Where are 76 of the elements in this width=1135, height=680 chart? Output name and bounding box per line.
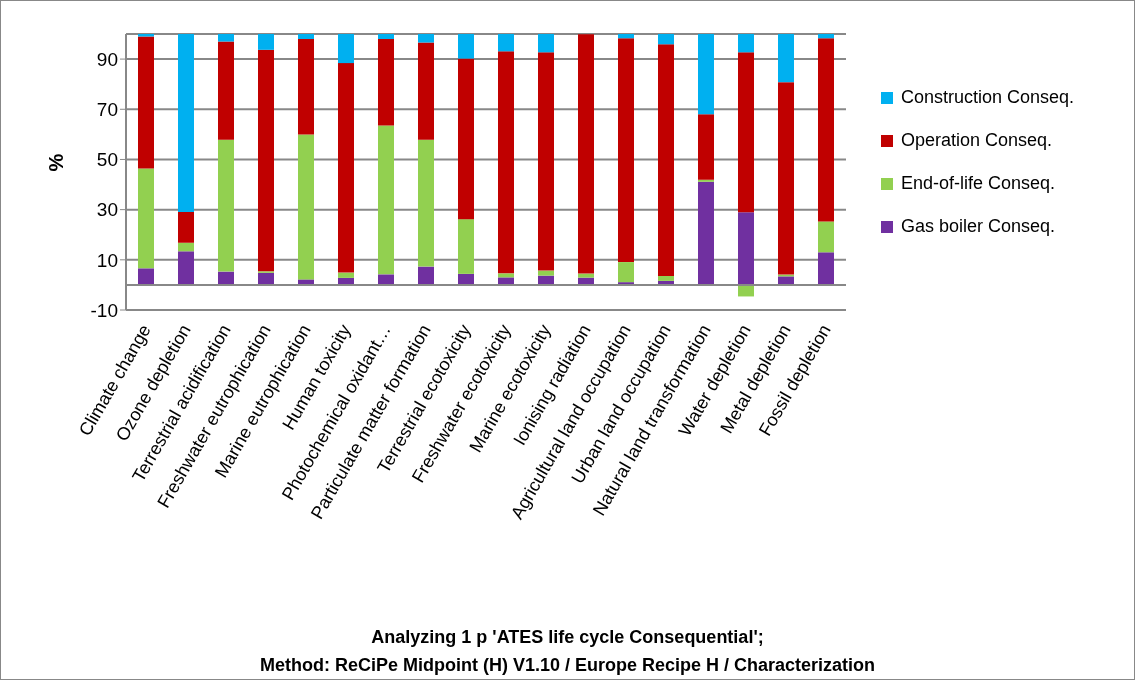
y-tick-label: 70	[96, 99, 118, 121]
bar	[698, 34, 714, 115]
y-axis-title: %	[44, 152, 68, 174]
bar	[378, 274, 394, 285]
bar	[178, 251, 194, 285]
bar	[738, 212, 754, 285]
legend-label: Gas boiler Conseq.	[901, 216, 1056, 237]
bar	[458, 58, 474, 220]
bar	[218, 139, 234, 272]
bar	[378, 34, 394, 40]
bar	[298, 39, 314, 135]
bar	[578, 34, 594, 274]
bar	[658, 34, 674, 45]
bar	[338, 63, 354, 273]
bar	[138, 34, 154, 37]
bar	[258, 34, 274, 50]
bar	[418, 42, 434, 140]
bar	[418, 34, 434, 43]
bar	[538, 34, 554, 53]
bar	[218, 34, 234, 42]
bar	[258, 272, 274, 285]
bar	[178, 34, 194, 212]
bar	[618, 34, 634, 39]
bar	[738, 34, 754, 53]
text: Analyzing 1 p 'ATES life cycle Consequential';	[370, 626, 765, 649]
bar	[658, 44, 674, 276]
bar	[818, 252, 834, 285]
bar	[178, 242, 194, 252]
legend-label: Construction Conseq.	[901, 87, 1075, 108]
bar	[378, 39, 394, 126]
bar	[458, 273, 474, 285]
bar	[458, 219, 474, 274]
bar	[698, 181, 714, 285]
y-tick-label: 10	[96, 249, 118, 271]
bar	[778, 34, 794, 83]
bar	[178, 211, 194, 243]
bar	[218, 41, 234, 140]
y-tick-label: 90	[96, 48, 118, 70]
bar	[698, 179, 714, 182]
bar	[658, 275, 674, 281]
bar	[338, 34, 354, 64]
bar	[498, 277, 514, 285]
bar	[338, 272, 354, 278]
bar	[578, 273, 594, 278]
bar	[498, 51, 514, 274]
bar	[458, 34, 474, 59]
bar	[818, 38, 834, 222]
bar	[818, 34, 834, 39]
bar	[138, 36, 154, 169]
bar	[698, 114, 714, 180]
bar	[418, 139, 434, 267]
bar	[258, 49, 274, 272]
bar	[298, 279, 314, 285]
bar	[498, 273, 514, 278]
text: Method: ReCiPe Midpoint (H) V1.10 / Europe Recipe H / Characterization	[258, 654, 877, 677]
bar	[298, 134, 314, 280]
bar	[538, 270, 554, 276]
y-tick-label: 50	[96, 149, 118, 171]
bar	[738, 52, 754, 213]
bar	[618, 262, 634, 283]
bar	[778, 276, 794, 285]
legend-label: Operation Conseq.	[901, 130, 1053, 151]
y-tick-label: -10	[90, 299, 118, 321]
legend-label: End-of-life Conseq.	[901, 173, 1056, 194]
bar	[618, 38, 634, 263]
bar	[538, 52, 554, 271]
bar	[138, 268, 154, 285]
bar	[818, 221, 834, 253]
bar	[418, 266, 434, 285]
bar	[298, 34, 314, 40]
bar	[218, 271, 234, 285]
bar	[138, 168, 154, 269]
bar	[498, 34, 514, 52]
bar	[378, 125, 394, 275]
y-tick-label: 30	[96, 199, 118, 221]
bar	[778, 82, 794, 275]
